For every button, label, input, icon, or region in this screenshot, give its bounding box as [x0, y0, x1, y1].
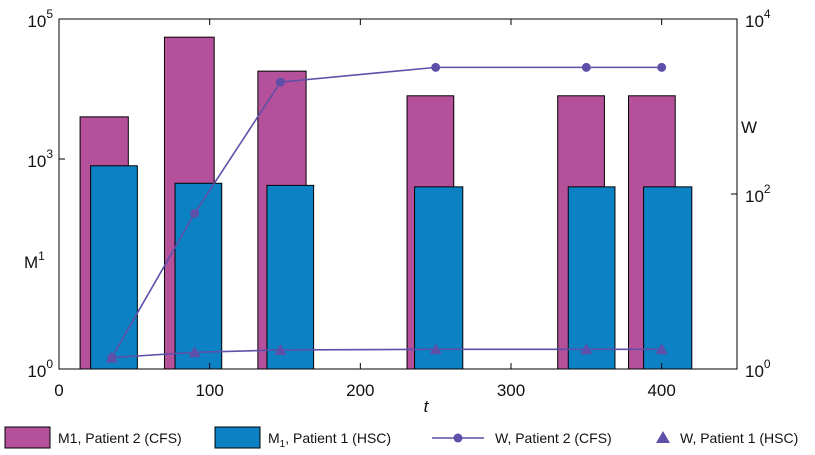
- line-series-2-point-1: [105, 351, 118, 363]
- line-series-2-point-3: [274, 343, 287, 355]
- legend-swatch-2: [214, 426, 261, 449]
- bar-series-2-bar-1: [90, 165, 138, 370]
- y-left-tick-label-3: 105: [27, 7, 53, 31]
- y-right-axis-title: W: [741, 118, 757, 137]
- legend-label-2: M1, Patient 1 (HSC): [268, 430, 391, 450]
- legend-label-3: W, Patient 2 (CFS): [495, 430, 612, 446]
- bars-layer: [79, 36, 693, 370]
- legend-label-2-sub: 1: [280, 439, 286, 450]
- y-left-tick-label-3-exponent: 5: [46, 7, 53, 21]
- y-right-tick-label-3-base: 10: [745, 12, 764, 31]
- legend-label-2-base: M: [268, 430, 280, 446]
- y-right-tick-label-3-exponent: 4: [764, 7, 771, 21]
- line-series-2-path: [111, 348, 662, 359]
- line-series-1-point-6: [657, 62, 667, 72]
- x-tick-label-5: 400: [647, 381, 675, 400]
- y-right-tick-label-1-exponent: 0: [764, 357, 771, 371]
- y-left-tick-label-1-exponent: 0: [46, 357, 53, 371]
- line-series-1-point-4: [431, 62, 441, 72]
- y-right-tick-label-2-base: 10: [745, 187, 764, 206]
- bar-series-2-bar-6: [643, 186, 693, 370]
- y-right-tick-label-1-base: 10: [745, 362, 764, 381]
- y-left-axis-title-sup: 1: [38, 249, 45, 263]
- line-series-1-point-5: [581, 62, 591, 72]
- y-right-tick-label-1: 100: [745, 357, 771, 381]
- legend-marker-4: [656, 431, 670, 443]
- legend-label-4: W, Patient 1 (HSC): [680, 430, 798, 446]
- legend-label-1: M1, Patient 2 (CFS): [58, 430, 182, 446]
- bar-series-2-bar-4: [414, 186, 464, 370]
- legend: M1, Patient 2 (CFS) M1, Patient 1 (HSC) W,…: [4, 426, 798, 450]
- line-series-2-point-4: [429, 343, 442, 355]
- line-series-2-point-2: [188, 346, 201, 358]
- x-tick-label-1: 0: [54, 381, 63, 400]
- bar-series-2-bar-5: [567, 186, 616, 370]
- line-series-2-point-6: [655, 343, 668, 355]
- x-axis-title: t: [424, 397, 430, 416]
- y-right-tick-label-2: 102: [745, 182, 771, 206]
- lines-layer: [105, 62, 668, 363]
- y-right-tick-label-3: 104: [745, 7, 771, 31]
- y-left-axis-title-base: M: [24, 253, 38, 272]
- x-tick-label-4: 300: [497, 381, 525, 400]
- line-series-1-point-3: [275, 77, 285, 87]
- x-tick-label-2: 100: [195, 381, 223, 400]
- y-left-tick-label-1: 100: [27, 357, 53, 381]
- line-series-1-point-2: [190, 208, 200, 218]
- y-left-tick-label-2: 103: [27, 147, 53, 171]
- x-tick-label-3: 200: [346, 381, 374, 400]
- bar-series-2-bar-3: [266, 184, 315, 370]
- y-left-axis-title: M1: [24, 249, 45, 272]
- y-left-tick-label-2-exponent: 3: [46, 147, 53, 161]
- legend-label-2-tail: , Patient 1 (HSC): [285, 430, 391, 446]
- y-right-tick-label-2-exponent: 2: [764, 182, 771, 196]
- y-left-tick-label-1-base: 10: [27, 362, 46, 381]
- legend-swatch-1: [4, 426, 51, 449]
- legend-marker-3: [453, 433, 463, 443]
- line-series-1-path: [111, 66, 662, 358]
- line-series-2-point-5: [580, 343, 593, 355]
- y-left-tick-label-2-base: 10: [27, 152, 46, 171]
- y-left-tick-label-3-base: 10: [27, 12, 46, 31]
